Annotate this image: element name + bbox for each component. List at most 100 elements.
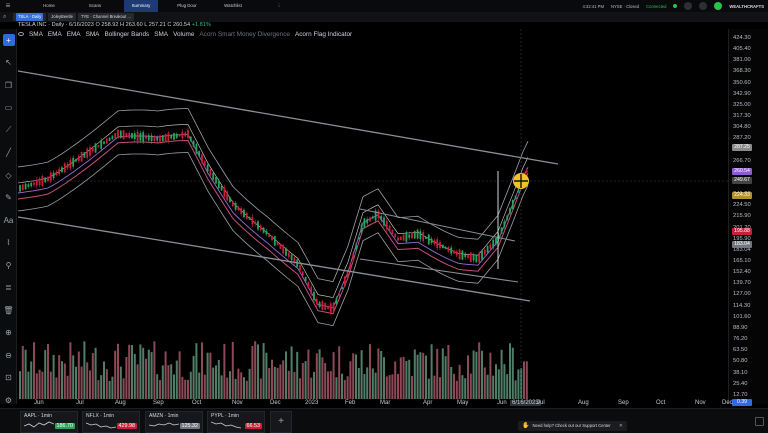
nav-plug-door[interactable]: Plug Door [177, 3, 197, 8]
nav-more[interactable]: ⋮ [276, 3, 282, 8]
volume-bar [385, 376, 388, 399]
arrow-icon[interactable]: ↖ [5, 58, 12, 68]
brush-icon[interactable]: ⌇ [6, 238, 11, 248]
arrange-icon[interactable]: ≣ [5, 283, 12, 293]
price-axis[interactable]: 424.30 405.40 381.00 368.30 350.60 342.90 325.… [728, 29, 768, 406]
volume-bar [122, 378, 125, 399]
notifications-icon[interactable] [684, 2, 693, 10]
candle-body [385, 220, 388, 230]
volume-bar [55, 377, 58, 399]
volume-bar [467, 355, 469, 399]
interval[interactable]: Daily [51, 22, 65, 28]
candle-body [388, 225, 391, 232]
avatar[interactable] [714, 2, 723, 10]
ruler-icon[interactable]: ⟋ [5, 125, 12, 135]
indicator-sma-3[interactable]: SMA [154, 30, 169, 38]
tab-tsla[interactable]: TSLA · Daily [13, 13, 47, 21]
candle-body [201, 154, 203, 163]
volume-bar [506, 374, 509, 399]
nav-home[interactable]: Home [43, 3, 55, 8]
nav-watchlist[interactable]: Watchlist [224, 3, 242, 8]
volume-bar [327, 371, 329, 399]
ema-short-line [18, 124, 529, 299]
volume-bar [492, 375, 495, 399]
copy-icon[interactable]: ❐ [4, 80, 13, 90]
ohlc-values: O 258.92 H 263.60 L 257.21 C 260.54 [95, 22, 191, 28]
settings-icon[interactable]: ⚙ [4, 395, 13, 405]
volume-bar [80, 366, 83, 399]
text-icon[interactable]: Aa [3, 215, 14, 225]
volume-bar [21, 345, 24, 399]
candle-body [450, 247, 453, 254]
chart-tab-bar: ⌕ TSLA · Daily JoleyBeetle TYE · Channel… [0, 12, 768, 22]
support-banner[interactable]: ✋ Need help? Check out our Support Cente… [518, 421, 627, 431]
volume-bar [105, 369, 108, 399]
volume-bar [30, 361, 33, 399]
candle-body [128, 132, 131, 138]
time-tick: Oct [192, 400, 202, 406]
indicator-flag[interactable]: Acorn Flag Indicator [294, 30, 353, 38]
volume-bar [147, 349, 150, 399]
nav-summary[interactable]: Summary [124, 0, 158, 12]
trash-icon[interactable]: 🗑 [3, 305, 14, 315]
plus-icon[interactable]: + [0, 29, 17, 52]
indicator-smart-money[interactable]: Acorn Smart Money Divergence [199, 30, 290, 38]
volume-bar [481, 350, 483, 399]
indicator-ema-2[interactable]: EMA [66, 30, 81, 38]
help-icon[interactable] [699, 2, 708, 10]
add-mini-chart-button[interactable]: + [270, 411, 292, 433]
mini-chart-pypl[interactable]: PYPL · 1min 66.53 [207, 411, 265, 433]
volume-bar [58, 355, 61, 399]
hamburger-icon[interactable]: ≡ [5, 1, 11, 10]
indicator-ema-1[interactable]: EMA [47, 30, 62, 38]
mini-chart-aapl[interactable]: AAPL · 1min 186.70 [20, 411, 78, 433]
cursor-move-icon[interactable] [513, 173, 529, 189]
price-chart[interactable] [18, 29, 728, 404]
close-icon[interactable]: ✕ [618, 423, 623, 429]
candle-body [318, 301, 321, 308]
volume-bar [131, 345, 133, 399]
tab-joleybeetle[interactable]: JoleyBeetle [48, 13, 76, 21]
indicator-sma-2[interactable]: SMA [85, 30, 100, 38]
mini-chart-nflx[interactable]: NFLX · 1min 429.98 [82, 411, 140, 433]
trend-lines[interactable] [18, 29, 728, 404]
symbol-name[interactable]: TESLA INC [18, 22, 47, 28]
zoom-in-icon[interactable]: ⊕ [5, 328, 12, 338]
indicator-sma-1[interactable]: SMA [29, 30, 43, 38]
lock-icon[interactable]: ⊡ [5, 373, 12, 383]
price-tick: 304.80 [733, 124, 751, 131]
indicator-volume[interactable]: Volume [173, 30, 195, 38]
volume-bar [430, 344, 433, 399]
price-tag: 287.25 [732, 144, 752, 151]
volume-bar [203, 374, 206, 399]
candle-body [276, 242, 279, 246]
volume-bar [399, 357, 402, 399]
volume-bar [483, 367, 486, 399]
pencil-icon[interactable]: ✎ [5, 193, 12, 203]
search-icon[interactable]: ⌕ [3, 14, 7, 20]
price-tick: 215.90 [733, 213, 751, 220]
volume-bar [117, 343, 119, 399]
mini-symbol: PYPL · 1min [211, 413, 239, 419]
price-tick: 317.30 [733, 113, 751, 120]
price-tick: 38.10 [733, 369, 748, 376]
visibility-icon[interactable] [18, 32, 24, 36]
price-tick: 368.30 [733, 68, 751, 75]
candle-body [19, 185, 21, 192]
link-icon[interactable]: ⚲ [5, 260, 12, 270]
shapes-icon[interactable]: ◇ [5, 170, 12, 180]
price-tick: 114.30 [733, 302, 751, 309]
trend-line-icon[interactable]: ╱ [6, 148, 11, 158]
volume-bar [287, 370, 290, 399]
candle-body [21, 184, 24, 191]
mini-chart-amzn[interactable]: AMZN · 1min 125.32 [145, 411, 203, 433]
indicator-bollinger[interactable]: Bollinger Bands [104, 30, 150, 38]
volume-bar [497, 369, 500, 399]
tab-channel-breakout[interactable]: TYE · Channel Breakout ... [77, 13, 134, 21]
candle-body [248, 216, 251, 220]
nav-scans[interactable]: Scans [88, 3, 102, 8]
candle-body [122, 130, 125, 140]
document-icon[interactable]: ▭ [4, 103, 13, 113]
expand-icon[interactable] [755, 417, 764, 426]
zoom-out-icon[interactable]: ⊖ [5, 350, 12, 360]
